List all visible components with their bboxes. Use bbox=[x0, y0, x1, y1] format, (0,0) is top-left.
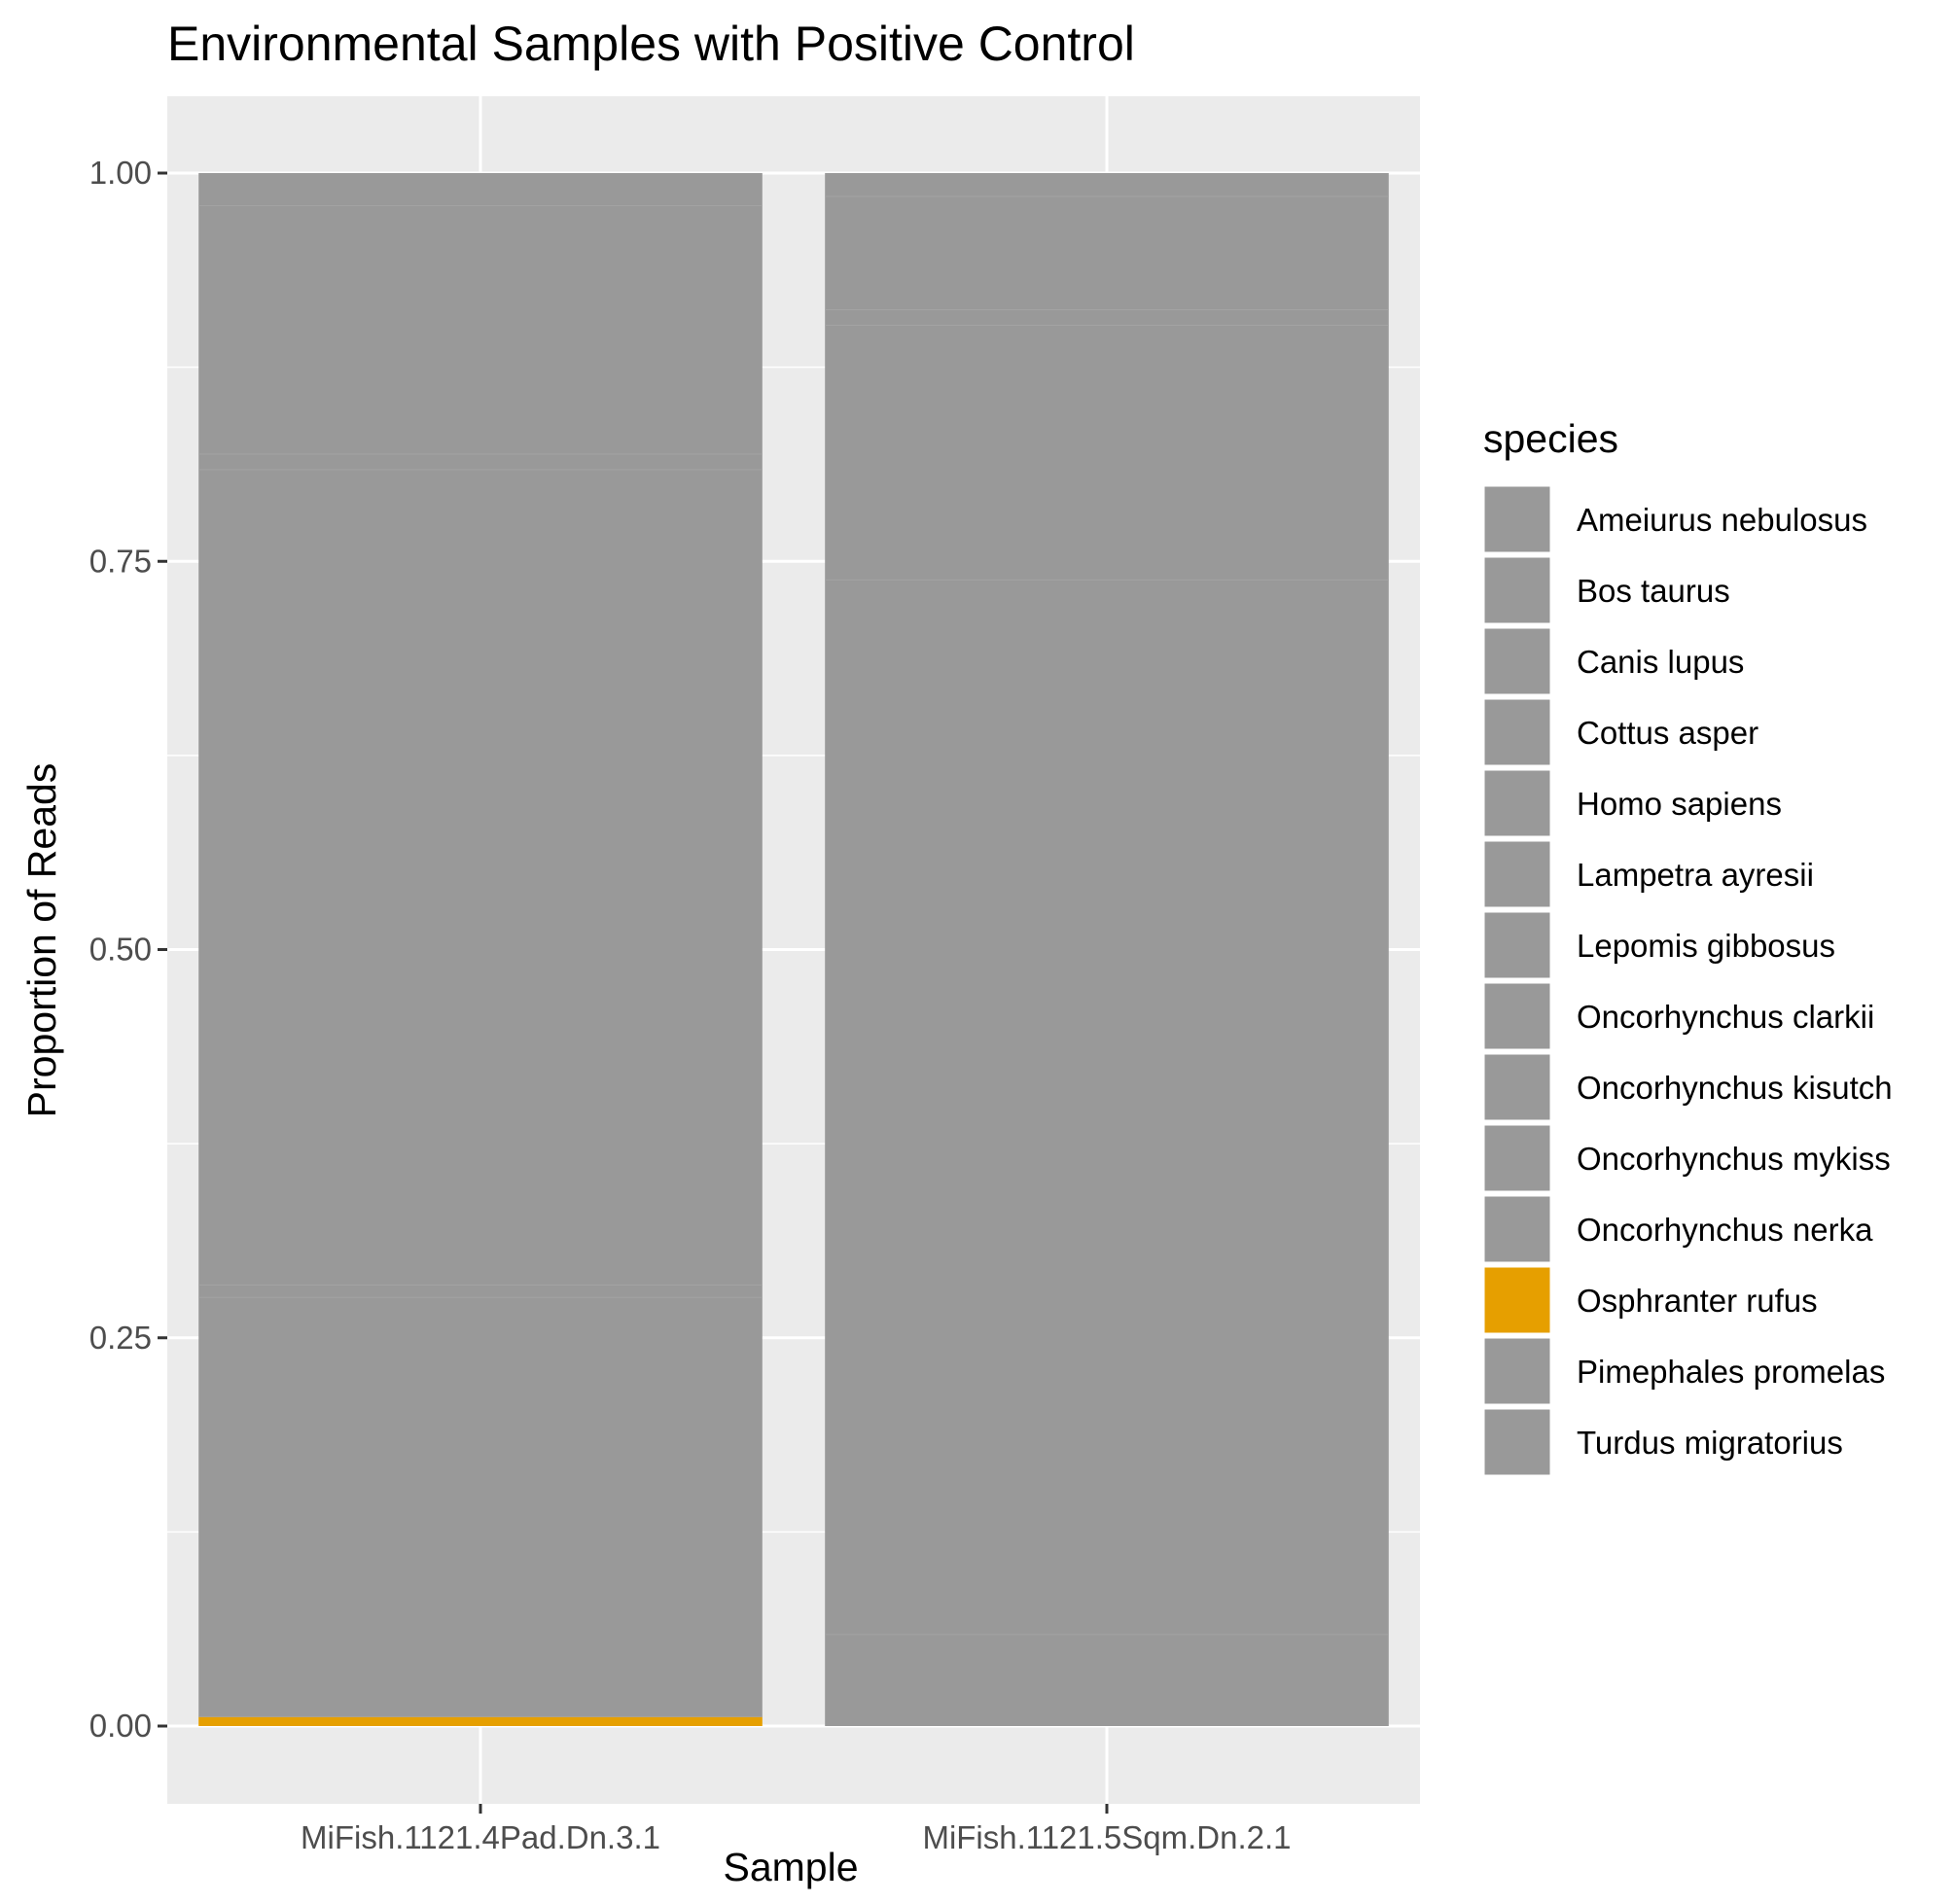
legend-label: Pimephales promelas bbox=[1577, 1354, 1885, 1390]
x-axis-title: Sample bbox=[723, 1845, 858, 1889]
legend-label: Homo sapiens bbox=[1577, 786, 1782, 822]
legend-label: Lampetra ayresii bbox=[1577, 857, 1814, 893]
bar-segment bbox=[198, 205, 763, 455]
bar-segment bbox=[825, 580, 1389, 1635]
legend-item: Oncorhynchus nerka bbox=[1481, 1193, 1873, 1265]
legend-label: Turdus migratorius bbox=[1577, 1425, 1843, 1461]
legend-key bbox=[1481, 1193, 1553, 1265]
legend-item: Pimephales promelas bbox=[1481, 1335, 1885, 1407]
legend-label: Oncorhynchus mykiss bbox=[1577, 1141, 1891, 1177]
legend-item: Ameiurus nebulosus bbox=[1481, 483, 1867, 555]
y-tick-label: 0.00 bbox=[89, 1708, 152, 1744]
legend-key bbox=[1481, 838, 1553, 910]
y-tick-label: 0.75 bbox=[89, 543, 152, 579]
legend-key bbox=[1481, 1051, 1553, 1123]
x-tick-label: MiFish.1121.5Sqm.Dn.2.1 bbox=[922, 1819, 1291, 1855]
legend-key bbox=[1481, 554, 1553, 626]
bar-segment bbox=[198, 470, 763, 1286]
legend-item: Turdus migratorius bbox=[1481, 1406, 1843, 1478]
legend-item: Bos taurus bbox=[1481, 554, 1730, 626]
legend-label: Lepomis gibbosus bbox=[1577, 928, 1835, 964]
bar-segment bbox=[198, 1297, 763, 1717]
bar-stack bbox=[198, 173, 763, 1726]
legend-key bbox=[1481, 909, 1553, 981]
legend-label: Ameiurus nebulosus bbox=[1577, 502, 1867, 538]
y-axis: 0.00 0.25 0.50 0.75 1.00 bbox=[89, 155, 167, 1744]
legend-label: Oncorhynchus clarkii bbox=[1577, 999, 1874, 1035]
bar-segment bbox=[198, 454, 763, 471]
bar-segment bbox=[198, 1716, 763, 1726]
legend-label: Osphranter rufus bbox=[1577, 1283, 1818, 1319]
legend-items: Ameiurus nebulosus Bos taurus Canis lupus C… bbox=[1481, 483, 1893, 1478]
legend-item: Canis lupus bbox=[1481, 625, 1744, 697]
bar-segment bbox=[825, 1634, 1389, 1726]
legend: species Ameiurus nebulosus Bos taurus Cani… bbox=[1481, 416, 1893, 1478]
legend-item: Lepomis gibbosus bbox=[1481, 909, 1835, 981]
y-axis-title: Proportion of Reads bbox=[19, 763, 64, 1118]
legend-item: Homo sapiens bbox=[1481, 767, 1782, 839]
y-tick-label: 1.00 bbox=[89, 155, 152, 191]
legend-key bbox=[1481, 1406, 1553, 1478]
x-axis: MiFish.1121.4Pad.Dn.3.1 MiFish.1121.5Sqm.… bbox=[301, 1804, 1292, 1855]
legend-title: species bbox=[1483, 416, 1618, 461]
y-tick-label: 0.50 bbox=[89, 932, 152, 968]
y-tick-label: 0.25 bbox=[89, 1320, 152, 1356]
x-tick-label: MiFish.1121.4Pad.Dn.3.1 bbox=[301, 1819, 660, 1855]
legend-key bbox=[1481, 696, 1553, 768]
legend-item: Lampetra ayresii bbox=[1481, 838, 1814, 910]
legend-item: Cottus asper bbox=[1481, 696, 1758, 768]
legend-key bbox=[1481, 980, 1553, 1052]
legend-key bbox=[1481, 1122, 1553, 1194]
legend-item: Oncorhynchus kisutch bbox=[1481, 1051, 1893, 1123]
legend-label: Cottus asper bbox=[1577, 715, 1758, 751]
chart-title: Environmental Samples with Positive Cont… bbox=[167, 17, 1135, 71]
bar-segment bbox=[825, 325, 1389, 581]
legend-label: Oncorhynchus kisutch bbox=[1577, 1070, 1893, 1106]
legend-key bbox=[1481, 483, 1553, 555]
legend-label: Bos taurus bbox=[1577, 573, 1730, 609]
bar-segment bbox=[198, 1285, 763, 1298]
legend-item: Oncorhynchus clarkii bbox=[1481, 980, 1874, 1052]
legend-key bbox=[1481, 625, 1553, 697]
legend-key bbox=[1481, 767, 1553, 839]
bar-segment bbox=[198, 173, 763, 206]
legend-key bbox=[1481, 1335, 1553, 1407]
legend-item: Osphranter rufus bbox=[1481, 1264, 1818, 1336]
legend-label: Oncorhynchus nerka bbox=[1577, 1212, 1873, 1248]
legend-label: Canis lupus bbox=[1577, 644, 1744, 680]
plot-panel bbox=[167, 96, 1420, 1804]
legend-key bbox=[1481, 1264, 1553, 1336]
bar-segment bbox=[825, 309, 1389, 326]
bar-segment bbox=[825, 173, 1389, 196]
legend-item: Oncorhynchus mykiss bbox=[1481, 1122, 1891, 1194]
bar-segment bbox=[825, 195, 1389, 310]
bar-stack bbox=[825, 173, 1389, 1726]
